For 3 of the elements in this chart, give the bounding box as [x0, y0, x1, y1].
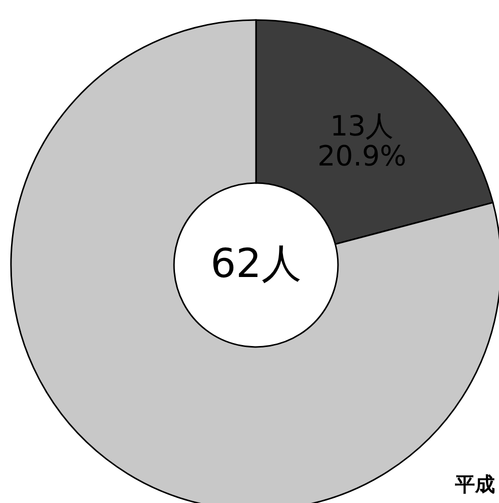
text: 平成	[454, 472, 495, 496]
text: 62人	[210, 241, 302, 287]
data-label: 13人 20.9%	[317, 110, 406, 173]
